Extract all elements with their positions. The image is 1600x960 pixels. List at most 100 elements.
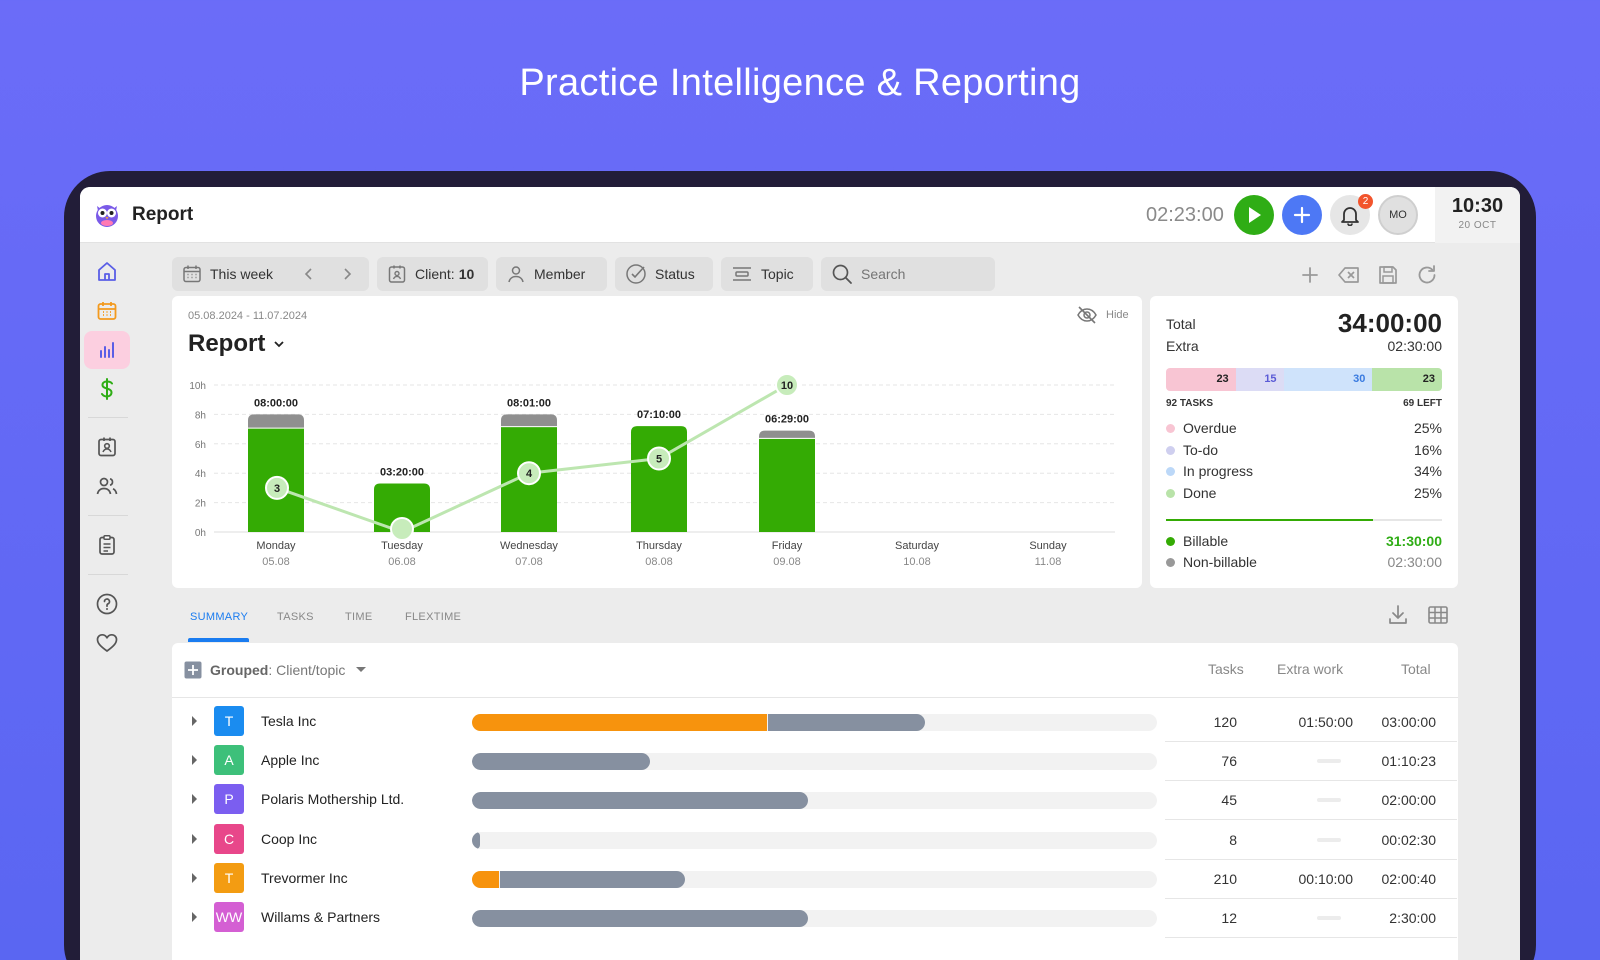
start-timer-button[interactable] bbox=[1234, 195, 1274, 235]
expand-caret-icon[interactable] bbox=[192, 833, 197, 844]
weekly-hours-chart: 0h 2h 4h 6h 8h 10h 08:00:00 Monday 05.08 03:20:00… bbox=[189, 373, 1115, 568]
table-view-icon[interactable] bbox=[1426, 603, 1450, 627]
nonbillable-bar[interactable] bbox=[248, 414, 304, 428]
expand-caret-icon[interactable] bbox=[192, 912, 197, 922]
expand-caret-icon[interactable] bbox=[192, 872, 197, 883]
tasks-count: 92 TASKS bbox=[1166, 398, 1214, 409]
report-title-dropdown[interactable]: Report bbox=[188, 330, 285, 358]
sidebar-item-help[interactable] bbox=[84, 585, 130, 623]
trend-point[interactable] bbox=[517, 461, 541, 486]
group-by-dropdown[interactable]: Grouped : Client/topic bbox=[184, 661, 367, 679]
x-date-label: 06.08 bbox=[388, 556, 416, 568]
table-row[interactable]: P Polaris Mothership Ltd. 45 02:00:00 bbox=[172, 780, 1457, 821]
trend-point-label: 4 bbox=[526, 468, 533, 480]
download-icon[interactable] bbox=[1386, 603, 1410, 627]
trend-point[interactable] bbox=[775, 373, 799, 397]
client-name: Apple Inc bbox=[261, 752, 320, 769]
client-name: Tesla Inc bbox=[261, 713, 317, 729]
bell-icon bbox=[1341, 207, 1359, 226]
sidebar-item-members[interactable] bbox=[84, 467, 130, 505]
hide-chart-button[interactable]: Hide bbox=[1076, 306, 1129, 324]
status-label: Overdue bbox=[1183, 420, 1237, 436]
table-row[interactable]: WW Willams & Partners 12 2:30:00 bbox=[172, 898, 1457, 938]
trend-point[interactable] bbox=[647, 446, 671, 471]
tab-summary[interactable]: SUMMARY bbox=[190, 611, 249, 623]
total-value: 02:00:00 bbox=[1381, 792, 1437, 809]
tab-flextime[interactable]: FLEXTIME bbox=[405, 611, 462, 623]
topic-filter-label: Topic bbox=[761, 266, 794, 282]
table-row[interactable]: T Tesla Inc 120 01:50:00 03:00:00 bbox=[172, 702, 1457, 742]
billable-progress-track bbox=[1166, 519, 1442, 521]
x-day-label: Sunday bbox=[1029, 540, 1067, 552]
row-values: 8 00:02:30 bbox=[1165, 820, 1457, 860]
status-row: In progress 34% bbox=[1166, 463, 1442, 479]
refresh-icon[interactable] bbox=[1415, 263, 1439, 287]
status-segment: 30 bbox=[1283, 368, 1373, 391]
billable-bar[interactable] bbox=[759, 438, 815, 532]
clock-widget: 10:30 20 OCT bbox=[1435, 187, 1520, 243]
status-filter-label: Status bbox=[655, 266, 695, 282]
table-row[interactable]: A Apple Inc 76 01:10:23 bbox=[172, 741, 1457, 782]
total-label: Total bbox=[1166, 316, 1196, 332]
chevron-left-icon[interactable] bbox=[302, 267, 316, 281]
extra-label: Extra bbox=[1166, 338, 1199, 354]
status-label: Done bbox=[1183, 484, 1217, 501]
billable-bar[interactable] bbox=[631, 426, 687, 532]
x-day-label: Tuesday bbox=[381, 540, 423, 552]
client-avatar: A bbox=[214, 745, 244, 776]
sidebar-item-tasks[interactable] bbox=[84, 526, 130, 564]
bar-value-label: 08:01:00 bbox=[507, 397, 551, 409]
bar-value-label: 06:29:00 bbox=[765, 414, 809, 426]
sidebar-item-reports[interactable] bbox=[84, 331, 130, 369]
status-label: In progress bbox=[1183, 463, 1254, 479]
status-row: Overdue 25% bbox=[1166, 420, 1442, 436]
clear-filters-icon[interactable] bbox=[1337, 263, 1361, 287]
save-icon[interactable] bbox=[1376, 263, 1400, 287]
client-filter[interactable]: Client: 10 bbox=[377, 257, 488, 291]
sidebar-item-billing[interactable] bbox=[84, 370, 130, 408]
empty-value-dash bbox=[1317, 798, 1341, 803]
search-field[interactable] bbox=[821, 257, 995, 291]
top-bar: Report 02:23:00 2 MO 10:30 20 OCT bbox=[80, 187, 1520, 243]
expand-caret-icon[interactable] bbox=[192, 794, 197, 805]
y-tick-label: 4h bbox=[195, 469, 206, 480]
period-filter[interactable]: This week bbox=[172, 257, 369, 291]
empty-value-dash bbox=[1317, 837, 1341, 842]
tab-time[interactable]: TIME bbox=[345, 611, 373, 623]
add-icon[interactable] bbox=[1298, 263, 1322, 287]
table-row[interactable]: C Coop Inc 8 00:02:30 bbox=[172, 820, 1457, 860]
calendar-icon bbox=[183, 265, 201, 283]
trend-point[interactable] bbox=[265, 475, 289, 500]
table-header-divider bbox=[172, 697, 1458, 698]
chevron-right-icon[interactable] bbox=[340, 267, 354, 281]
sidebar-item-clients[interactable] bbox=[84, 428, 130, 466]
sidebar-item-home[interactable] bbox=[84, 253, 130, 291]
table-row[interactable]: T Trevormer Inc 210 00:10:00 02:00:40 bbox=[172, 859, 1457, 899]
time-bar bbox=[472, 910, 808, 927]
trend-point[interactable] bbox=[390, 517, 414, 541]
member-filter[interactable]: Member bbox=[496, 257, 607, 291]
x-date-label: 08.08 bbox=[645, 556, 673, 568]
billable-bar[interactable] bbox=[374, 483, 430, 532]
expand-caret-icon[interactable] bbox=[192, 716, 197, 726]
row-values: 210 00:10:00 02:00:40 bbox=[1165, 859, 1457, 899]
users-icon bbox=[96, 477, 118, 495]
nonbillable-bar[interactable] bbox=[501, 414, 557, 427]
status-filter[interactable]: Status bbox=[615, 257, 713, 291]
tasks-value: 76 bbox=[1221, 753, 1237, 770]
total-value: 02:00:40 bbox=[1381, 870, 1437, 887]
plus-icon bbox=[1293, 206, 1311, 224]
add-button[interactable] bbox=[1282, 195, 1322, 235]
bar-value-label: 08:00:00 bbox=[254, 397, 298, 409]
page-title: Report bbox=[132, 204, 194, 225]
time-bar-track bbox=[472, 714, 1157, 731]
tab-tasks[interactable]: TASKS bbox=[277, 611, 314, 623]
search-input[interactable] bbox=[861, 266, 971, 282]
topic-filter[interactable]: Topic bbox=[721, 257, 813, 291]
nonbillable-bar[interactable] bbox=[759, 430, 815, 438]
sidebar-item-favorites[interactable] bbox=[84, 624, 130, 662]
sidebar-item-calendar[interactable] bbox=[84, 292, 130, 330]
user-avatar[interactable]: MO bbox=[1378, 195, 1418, 235]
bar-value-label: 03:20:00 bbox=[380, 466, 424, 478]
expand-caret-icon[interactable] bbox=[192, 755, 197, 766]
